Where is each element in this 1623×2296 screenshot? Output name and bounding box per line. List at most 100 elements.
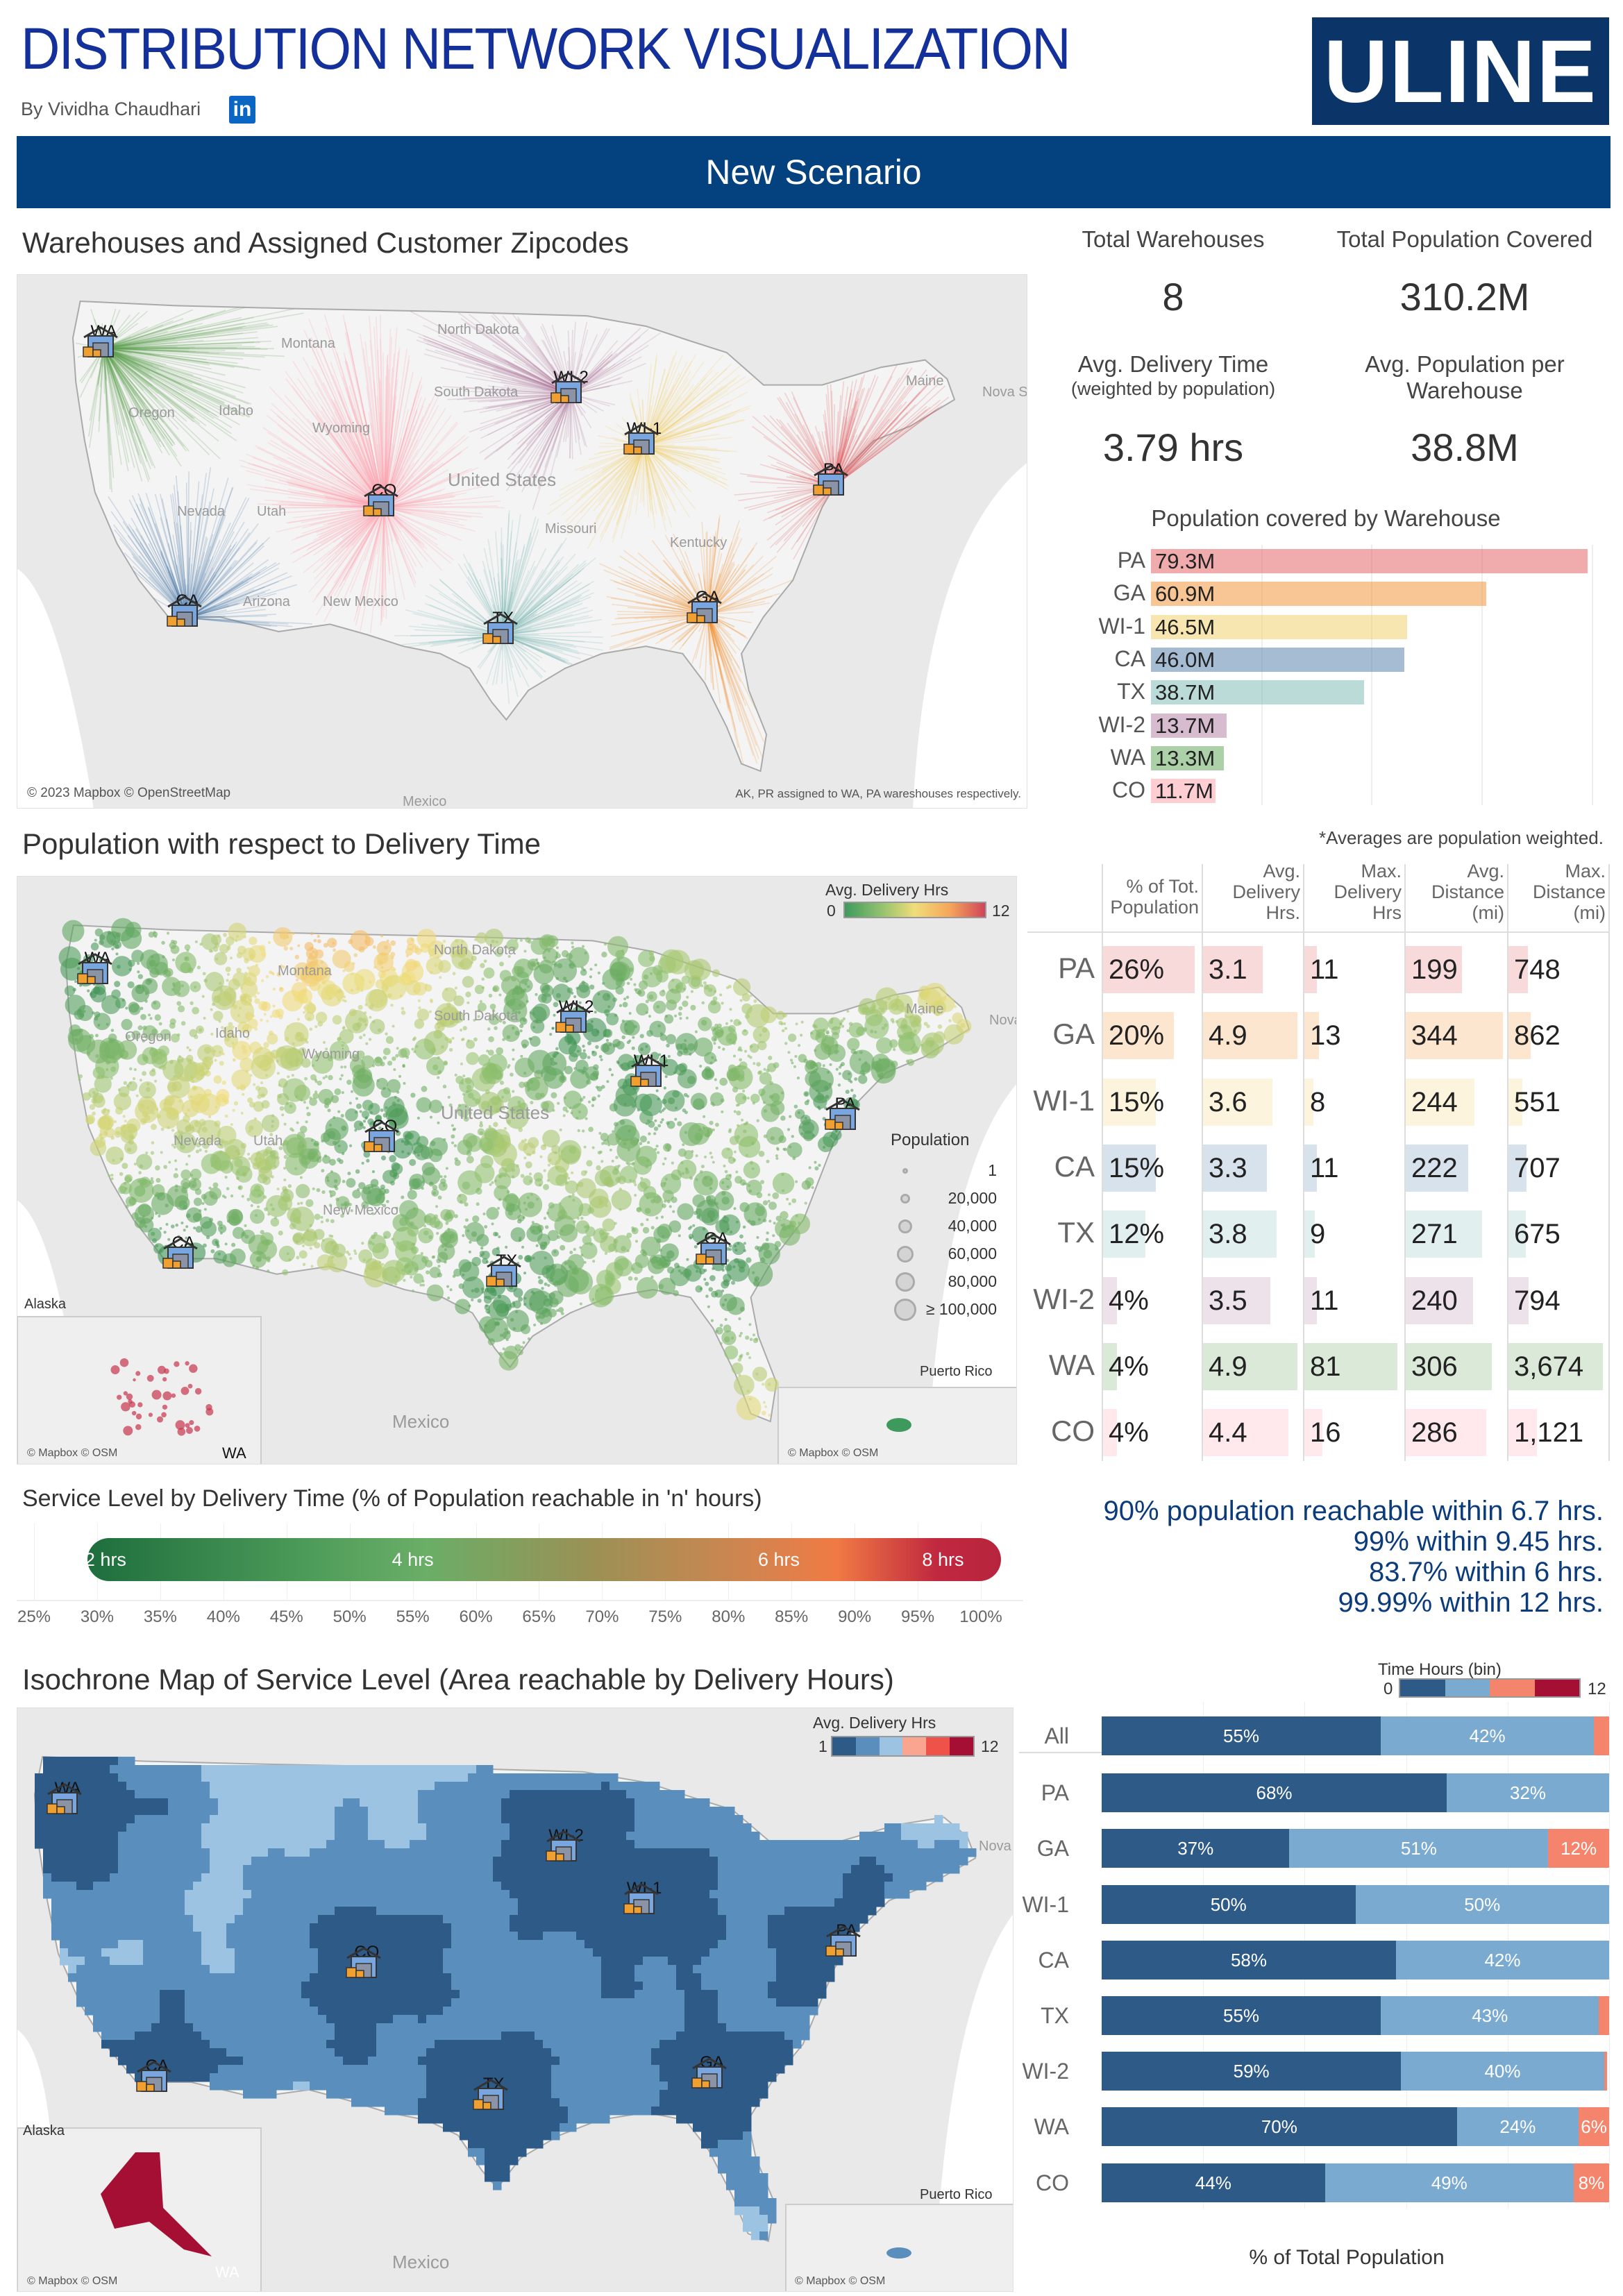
zipcode-dot bbox=[161, 940, 165, 945]
warehouse-pin-co[interactable]: CO bbox=[362, 481, 406, 517]
zipcode-dot bbox=[501, 1095, 505, 1099]
assignment-line-wa bbox=[103, 348, 135, 419]
zipcode-dot bbox=[340, 1074, 344, 1077]
zipcode-dot bbox=[194, 986, 197, 989]
assignment-line-ca bbox=[131, 495, 188, 618]
zipcode-dot bbox=[523, 1201, 526, 1205]
zipcode-dot bbox=[578, 1111, 581, 1114]
zipcode-dot bbox=[678, 1006, 683, 1011]
warehouse-pin-wi-2[interactable]: WI-2 bbox=[549, 368, 594, 404]
zipcode-dot bbox=[692, 1224, 696, 1227]
assignment-line-co bbox=[383, 409, 398, 508]
assignment-line-wi-2 bbox=[425, 348, 571, 395]
warehouse-pin-ga[interactable]: GA bbox=[685, 588, 730, 623]
zipcode-dot bbox=[228, 979, 240, 990]
zipcode-dot bbox=[173, 1145, 176, 1149]
assignment-line-wa bbox=[103, 328, 196, 349]
zipcode-dot bbox=[64, 985, 76, 997]
assignment-line-ga bbox=[707, 614, 730, 684]
zipcode-dot bbox=[357, 1188, 360, 1191]
assignment-line-wi-2 bbox=[507, 394, 572, 460]
zipcode-dot bbox=[591, 1050, 595, 1054]
zipcode-dot bbox=[567, 1176, 571, 1180]
assignment-line-tx bbox=[462, 553, 504, 636]
zipcode-dot bbox=[675, 984, 680, 990]
zipcode-dot bbox=[441, 1234, 444, 1238]
zipcode-dot bbox=[537, 993, 547, 1003]
zipcode-dot bbox=[743, 1242, 746, 1245]
zipcode-dot bbox=[693, 1037, 713, 1057]
zipcode-dot bbox=[237, 1152, 241, 1156]
assignment-line-co bbox=[383, 507, 417, 567]
linkedin-icon[interactable]: in bbox=[229, 96, 255, 124]
zipcode-dot bbox=[302, 1244, 305, 1248]
zipcode-dot bbox=[547, 1163, 550, 1167]
assignment-line-pa bbox=[833, 428, 898, 487]
assignment-line-tx bbox=[502, 543, 525, 635]
assignment-line-wa bbox=[103, 347, 253, 413]
delivery-time-map[interactable]: Avg. Delivery Hrs 0 12 Population 1 20,00… bbox=[17, 876, 1017, 1464]
zipcode-dot bbox=[580, 1253, 584, 1257]
assignment-line-ca bbox=[187, 617, 270, 624]
assignment-line-pa bbox=[825, 394, 834, 487]
zipcode-dot bbox=[160, 1127, 165, 1131]
zipcode-dot bbox=[237, 1185, 243, 1190]
zipcode-dot bbox=[113, 1120, 117, 1124]
zipcode-dot bbox=[448, 1103, 453, 1107]
assignment-line-wa bbox=[103, 347, 244, 354]
zipcode-dot bbox=[613, 1235, 632, 1253]
assignment-line-co bbox=[380, 380, 385, 508]
assignment-line-pa bbox=[833, 404, 916, 487]
assignment-line-wi-1 bbox=[644, 445, 708, 448]
zipcode-dot bbox=[237, 1021, 249, 1033]
zipcode-dot bbox=[183, 1205, 188, 1210]
assignment-line-wi-1 bbox=[639, 445, 645, 503]
assignment-line-wi-1 bbox=[644, 445, 656, 529]
assignment-line-co bbox=[339, 507, 385, 588]
warehouse-pin-wa[interactable]: WA bbox=[81, 322, 126, 357]
warehouse-pin-ca[interactable]: CA bbox=[165, 591, 210, 627]
zipcode-dot bbox=[378, 1260, 382, 1265]
assignment-line-ca bbox=[187, 576, 253, 618]
warehouse-pin-tx[interactable]: TX bbox=[481, 609, 525, 644]
zipcode-dot bbox=[92, 986, 101, 995]
assignment-line-tx bbox=[503, 589, 590, 636]
zipcode-dot bbox=[428, 1148, 443, 1163]
warehouse-pin-wi-1[interactable]: WI-1 bbox=[622, 419, 666, 455]
zipcode-dot bbox=[199, 1148, 202, 1152]
zipcode-dot bbox=[121, 1163, 128, 1170]
zipcode-dot bbox=[619, 1004, 623, 1007]
pop-bar-label: WI-1 bbox=[1098, 613, 1145, 639]
zipcode-dot bbox=[659, 1120, 663, 1124]
zipcode-dot bbox=[752, 1337, 759, 1344]
zipcode-dot bbox=[452, 972, 456, 976]
zipcode-dot bbox=[726, 986, 730, 989]
zipcode-dot bbox=[287, 1184, 292, 1188]
zipcode-dot bbox=[439, 1175, 443, 1179]
zipcode-dot bbox=[370, 1185, 374, 1188]
zipcode-dot bbox=[123, 1081, 128, 1085]
assignment-line-wa bbox=[103, 316, 242, 349]
zipcode-dot bbox=[169, 1060, 174, 1064]
zipcode-dot bbox=[353, 953, 358, 957]
zipcode-dot bbox=[489, 1004, 496, 1010]
zipcode-dot bbox=[923, 1022, 928, 1026]
zipcode-dot bbox=[534, 1070, 544, 1079]
assignment-line-tx bbox=[503, 634, 574, 645]
assignment-line-wa bbox=[103, 348, 165, 439]
zipcode-dot bbox=[540, 1101, 550, 1110]
assignment-line-wa bbox=[103, 348, 122, 465]
zipcode-dot bbox=[725, 1247, 730, 1251]
zipcode-dot bbox=[682, 988, 686, 991]
zipcode-dot bbox=[147, 1227, 162, 1242]
zipcode-dot bbox=[860, 1062, 871, 1073]
zipcode-dot bbox=[714, 1122, 719, 1127]
assignment-line-wi-2 bbox=[479, 394, 571, 454]
warehouse-assignment-map[interactable]: © 2023 Mapbox © OpenStreetMap AK, PR ass… bbox=[17, 274, 1027, 809]
zipcode-dot bbox=[743, 1029, 747, 1032]
warehouse-pin-pa[interactable]: PA bbox=[812, 460, 856, 496]
assignment-line-ga bbox=[707, 531, 717, 614]
zipcode-dot bbox=[443, 1060, 448, 1065]
zipcode-dot bbox=[317, 1254, 333, 1271]
assignment-line-wa bbox=[103, 348, 241, 425]
